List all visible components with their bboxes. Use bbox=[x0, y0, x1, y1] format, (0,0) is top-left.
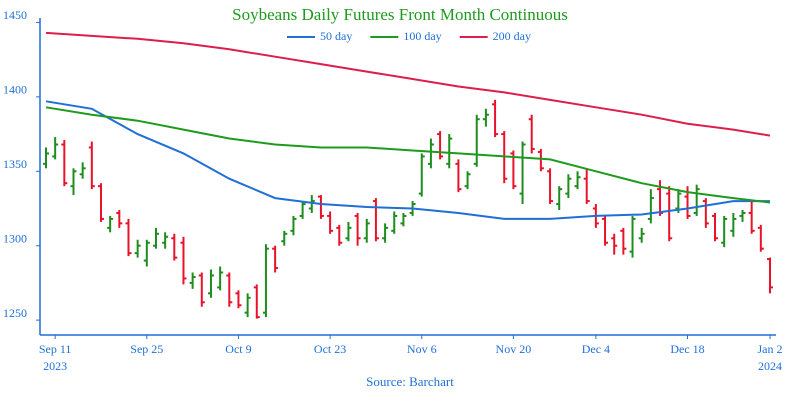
legend-item: 200 day bbox=[459, 29, 531, 43]
x-tick-label: Sep 11 bbox=[39, 342, 72, 356]
x-tick-year: 2023 bbox=[43, 359, 67, 373]
x-tick-year: 2024 bbox=[758, 359, 782, 373]
chart-title: Soybeans Daily Futures Front Month Conti… bbox=[232, 5, 568, 24]
legend-label: 100 day bbox=[403, 29, 441, 43]
y-tick-label: 1400 bbox=[3, 83, 27, 97]
y-tick-label: 1300 bbox=[3, 231, 27, 245]
x-tick-label: Sep 25 bbox=[130, 342, 163, 356]
ma-line bbox=[45, 31, 771, 137]
legend-label: 50 day bbox=[320, 29, 352, 43]
legend-item: 50 day bbox=[287, 29, 352, 43]
legend-label: 200 day bbox=[493, 29, 531, 43]
x-tick-label: Dec 18 bbox=[670, 342, 704, 356]
x-tick-label: Dec 4 bbox=[582, 342, 610, 356]
ma-line bbox=[45, 100, 770, 220]
ma-line bbox=[45, 106, 771, 204]
x-tick-label: Oct 9 bbox=[225, 342, 251, 356]
legend-item: 100 day bbox=[370, 29, 442, 43]
x-tick-label: Oct 23 bbox=[314, 342, 346, 356]
y-tick-label: 1450 bbox=[3, 8, 27, 22]
x-tick-label: Jan 2 bbox=[758, 342, 783, 356]
y-tick-label: 1350 bbox=[3, 157, 27, 171]
source-note: Source: Barchart bbox=[366, 374, 454, 389]
y-tick-label: 1250 bbox=[3, 306, 27, 320]
x-tick-label: Nov 6 bbox=[407, 342, 437, 356]
x-tick-label: Nov 20 bbox=[496, 342, 532, 356]
